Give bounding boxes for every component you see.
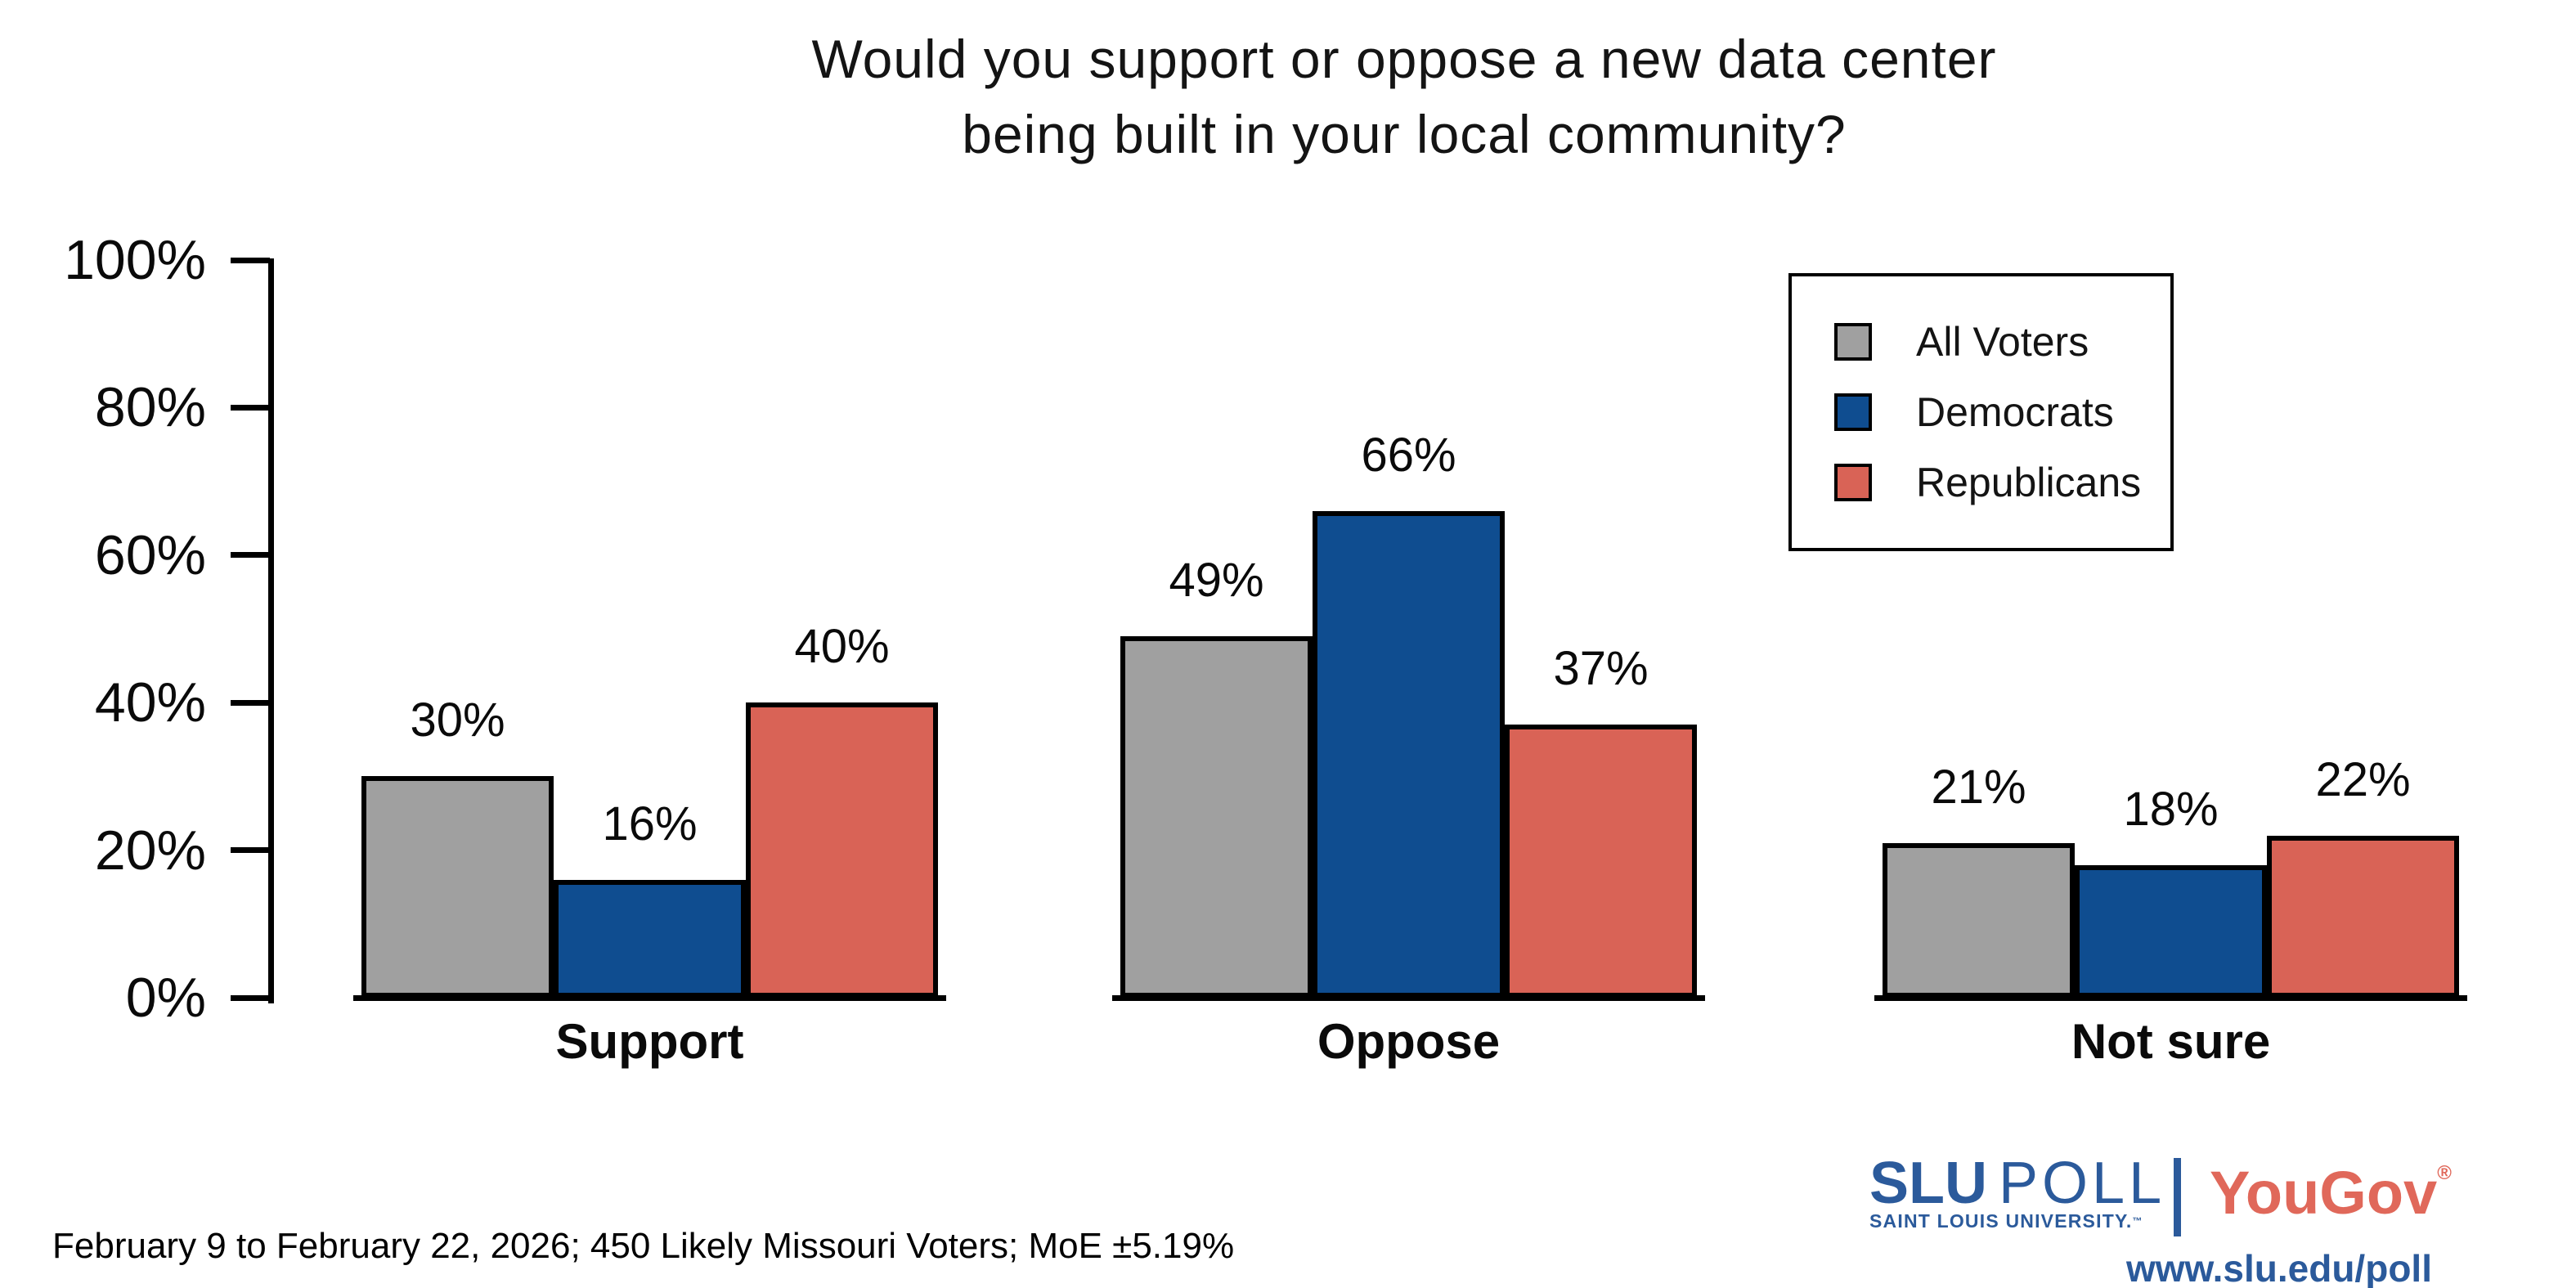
- y-tick: [231, 995, 270, 1001]
- slu-logo-text: SLU: [1869, 1151, 1987, 1216]
- legend: All Voters Democrats Republicans: [1788, 273, 2174, 551]
- bar-value-label: 40%: [794, 620, 890, 673]
- yougov-logo-text: YouGov: [2210, 1159, 2438, 1227]
- group-baseline: [353, 995, 946, 1001]
- legend-label: All Voters: [1916, 319, 2089, 365]
- category-label: Support: [555, 1014, 744, 1069]
- legend-swatch: [1834, 393, 1872, 431]
- bar-oppose-republicans: [1505, 725, 1697, 998]
- legend-item-democrats: Democrats: [1834, 391, 2170, 433]
- slu-poll-logo: SLU POLL: [1869, 1153, 2165, 1214]
- bar-not-sure-democrats: [2075, 865, 2267, 998]
- bar-not-sure-republicans: [2267, 836, 2459, 998]
- y-tick-label: 80%: [94, 376, 206, 438]
- y-tick: [231, 847, 270, 853]
- chart-title-line2: being built in your local community?: [962, 104, 1847, 164]
- slu-poll-url: www.slu.edu/poll: [2126, 1247, 2432, 1288]
- legend-label: Republicans: [1916, 460, 2142, 505]
- y-tick-label: 20%: [94, 819, 206, 882]
- y-tick: [231, 405, 270, 411]
- registered-symbol: ®: [2437, 1162, 2452, 1184]
- bar-value-label: 22%: [2315, 753, 2411, 806]
- bar-value-label: 18%: [2123, 783, 2219, 836]
- bar-oppose-all-voters: [1120, 636, 1313, 998]
- bar-value-label: 21%: [1931, 761, 2026, 814]
- group-baseline: [1112, 995, 1705, 1001]
- chart-title: Would you support or oppose a new data c…: [273, 21, 2535, 172]
- y-tick-label: 60%: [94, 524, 206, 586]
- bar-value-label: 66%: [1361, 429, 1456, 482]
- chart-title-line1: Would you support or oppose a new data c…: [811, 29, 1997, 89]
- y-tick: [231, 552, 270, 558]
- legend-swatch: [1834, 464, 1872, 501]
- slu-subtitle-text: SAINT LOUIS UNIVERSITY.: [1869, 1210, 2133, 1232]
- legend-swatch: [1834, 323, 1872, 361]
- bar-value-label: 49%: [1169, 554, 1264, 607]
- y-tick-label: 40%: [94, 671, 206, 734]
- group-baseline: [1874, 995, 2467, 1001]
- y-tick-label: 0%: [125, 967, 206, 1029]
- bar-support-all-voters: [361, 776, 554, 998]
- bar-oppose-democrats: [1313, 511, 1505, 998]
- slu-logo-subtitle: SAINT LOUIS UNIVERSITY.™: [1869, 1210, 2143, 1232]
- bar-value-label: 16%: [602, 797, 698, 850]
- legend-item-all-voters: All Voters: [1834, 321, 2170, 363]
- logo-divider-bar: [2174, 1158, 2181, 1236]
- category-label: Not sure: [2071, 1014, 2271, 1069]
- survey-note: February 9 to February 22, 2026; 450 Lik…: [52, 1226, 1235, 1266]
- y-tick-label: 100%: [64, 229, 206, 291]
- category-label: Oppose: [1317, 1014, 1501, 1069]
- bar-support-republicans: [746, 702, 938, 998]
- y-axis-line: [268, 258, 274, 1003]
- bar-value-label: 37%: [1553, 642, 1649, 695]
- y-tick: [231, 258, 270, 263]
- bar-support-democrats: [554, 880, 746, 998]
- bar-not-sure-all-voters: [1883, 843, 2075, 998]
- legend-item-republicans: Republicans: [1834, 461, 2170, 504]
- trademark-symbol: ™: [2132, 1215, 2143, 1227]
- bar-value-label: 30%: [410, 693, 505, 747]
- legend-label: Democrats: [1916, 389, 2114, 435]
- yougov-logo: YouGov®: [2210, 1161, 2452, 1225]
- poll-logo-text: POLL: [1999, 1151, 2166, 1216]
- y-tick: [231, 700, 270, 706]
